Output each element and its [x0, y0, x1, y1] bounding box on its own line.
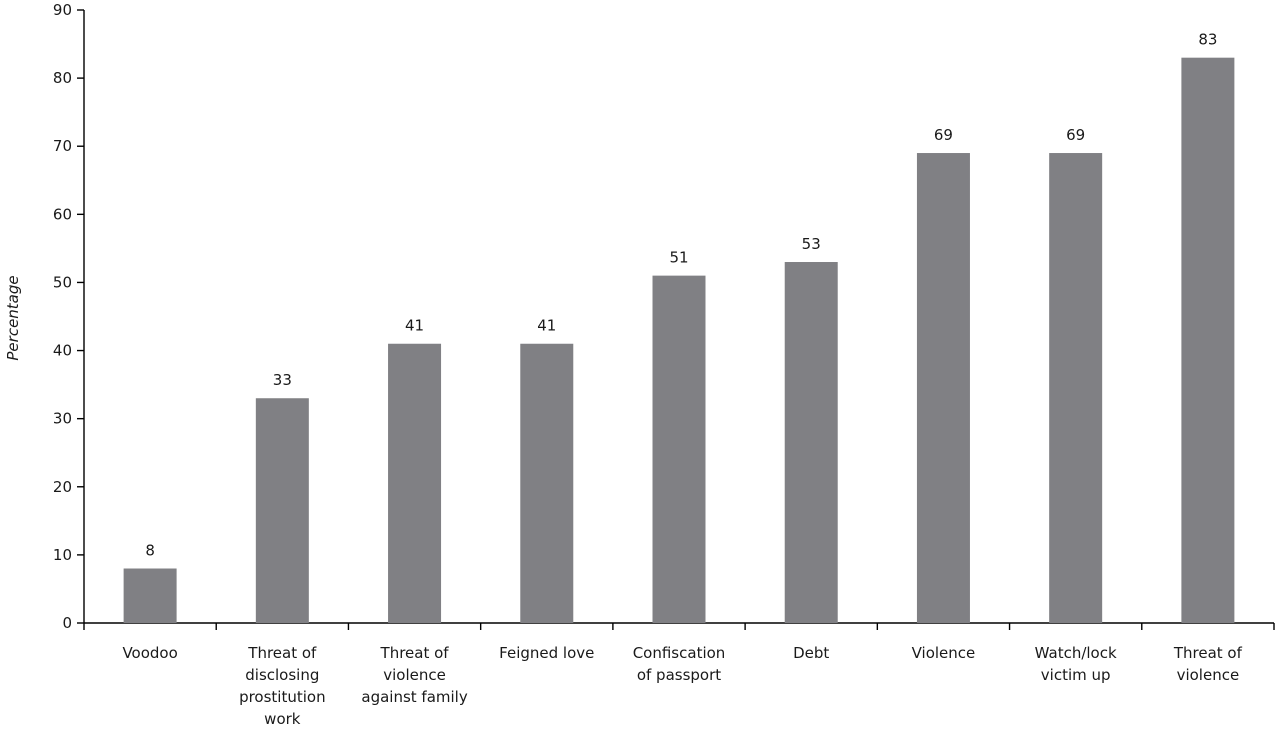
x-tick-label: Watch/lock victim up: [1035, 644, 1117, 684]
x-tick-label: Confiscation of passport: [633, 644, 726, 684]
x-tick-label: Violence: [912, 644, 976, 662]
x-tick-label-line: Debt: [793, 644, 829, 662]
x-tick-label: Threat of violence against family: [361, 644, 467, 706]
data-label: 8: [145, 542, 155, 560]
x-tick-label-line: Threat of: [1173, 644, 1243, 662]
x-tick-label-line: Voodoo: [122, 644, 177, 662]
y-tick-label: 20: [53, 478, 72, 496]
x-tick-label: Threat of violence: [1173, 644, 1243, 684]
x-tick-label-line: Threat of: [380, 644, 450, 662]
bar: [784, 262, 838, 623]
y-tick-label: 50: [53, 273, 72, 291]
bar: [652, 275, 706, 623]
x-tick-label-line: Violence: [912, 644, 976, 662]
y-tick-label: 0: [62, 614, 72, 632]
x-tick-label-line: of passport: [637, 666, 721, 684]
data-label: 33: [273, 371, 292, 389]
x-tick-label: Feigned love: [499, 644, 594, 662]
y-axis-label: Percentage: [4, 275, 22, 360]
bar: [916, 153, 970, 624]
y-tick-label: 10: [53, 546, 72, 564]
x-tick-label-line: Threat of: [247, 644, 317, 662]
x-tick-label-line: disclosing: [245, 666, 319, 684]
bar: [1181, 57, 1235, 623]
x-tick-label-line: against family: [361, 688, 467, 706]
y-tick-label: 40: [53, 342, 72, 360]
y-tick-label: 90: [53, 1, 72, 19]
data-label: 41: [537, 317, 556, 335]
data-label: 69: [934, 126, 953, 144]
bar: [388, 343, 442, 623]
x-tick-label: Voodoo: [122, 644, 177, 662]
data-label: 83: [1198, 31, 1217, 49]
x-tick-label-line: violence: [1177, 666, 1240, 684]
x-tick-label-line: Watch/lock: [1035, 644, 1117, 662]
x-tick-label: Threat of disclosing prostitution work: [239, 644, 326, 728]
y-tick-label: 70: [53, 137, 72, 155]
x-axis: Voodoo Threat of disclosing prostitution wor…: [83, 622, 1275, 728]
x-tick-label-line: prostitution: [239, 688, 326, 706]
bar: [1049, 153, 1103, 624]
y-tick-label: 80: [53, 69, 72, 87]
x-tick-label-line: Confiscation: [633, 644, 726, 662]
y-tick-label: 60: [53, 205, 72, 223]
x-tick-label-line: work: [264, 710, 301, 728]
x-tick-label-line: violence: [383, 666, 446, 684]
y-tick-label: 30: [53, 410, 72, 428]
x-tick-label-line: Feigned love: [499, 644, 594, 662]
bar: [520, 343, 574, 623]
data-label: 51: [669, 249, 688, 267]
x-tick-label-line: victim up: [1041, 666, 1111, 684]
data-label: 53: [802, 235, 821, 253]
data-label: 41: [405, 317, 424, 335]
x-tick-label: Debt: [793, 644, 829, 662]
data-label: 69: [1066, 126, 1085, 144]
bars-group: 8 33 41 41 51 53 69 69 83: [123, 31, 1235, 624]
bar: [123, 568, 177, 623]
y-axis: 0 10 20 30 40 50 60 70 80 90: [53, 1, 85, 632]
bar: [255, 398, 309, 623]
